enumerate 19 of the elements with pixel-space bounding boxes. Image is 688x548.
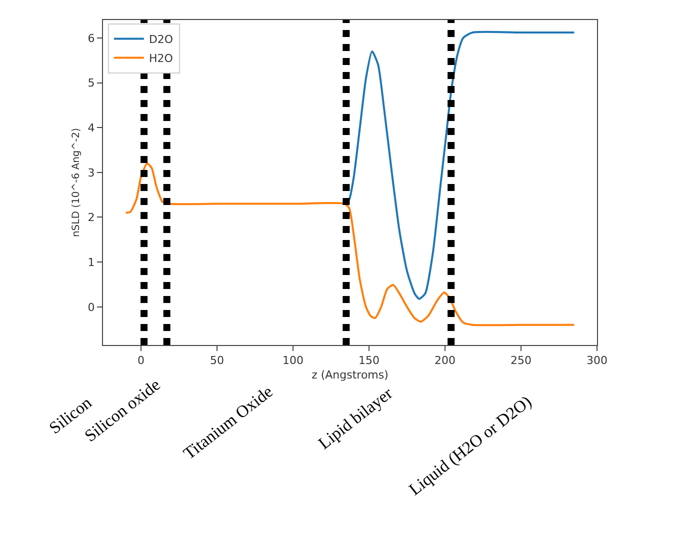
y-tick-label: 4 xyxy=(88,121,95,134)
x-tick-label: 100 xyxy=(282,354,304,368)
y-tick-label: 0 xyxy=(88,300,95,314)
x-tick-label: 250 xyxy=(510,354,532,368)
x-tick-label: 0 xyxy=(138,354,144,368)
y-tick-label: 1 xyxy=(88,256,95,269)
legend-label: D2O xyxy=(148,33,174,46)
line-series xyxy=(124,162,576,326)
x-tick-label: 150 xyxy=(358,354,380,368)
y-tick-label: 3 xyxy=(88,166,95,180)
x-tick-label: 300 xyxy=(586,354,608,368)
x-tick-label: 200 xyxy=(434,354,456,368)
x-axis-title: z (Angstroms) xyxy=(312,368,388,382)
y-tick-label: 2 xyxy=(88,211,95,224)
y-axis-title: nSLD (10^-6 Ang^-2) xyxy=(70,128,82,238)
x-tick-label: 50 xyxy=(210,354,224,368)
y-tick-label: 6 xyxy=(88,32,95,45)
legend-label: H2O xyxy=(148,52,174,66)
y-tick-label: 5 xyxy=(88,76,95,90)
